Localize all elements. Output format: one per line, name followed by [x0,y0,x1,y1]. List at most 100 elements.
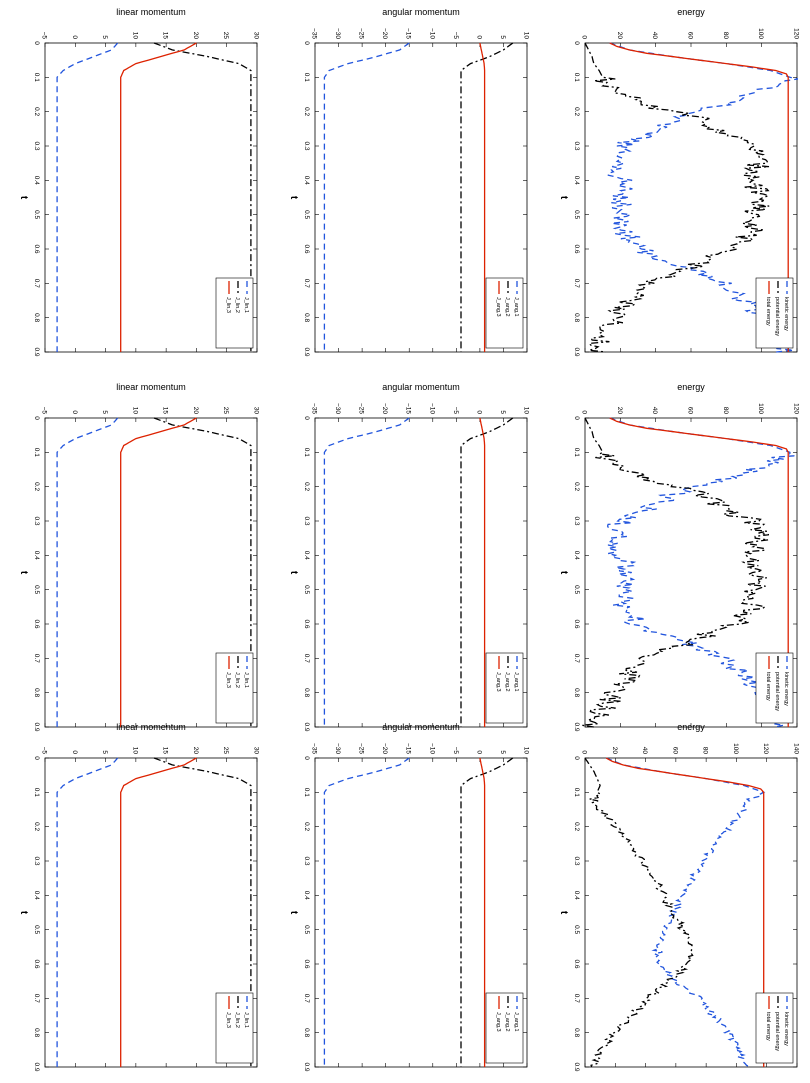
legend-entry: total energy [765,297,771,326]
legend-entry: J_ang,2 [504,672,510,692]
y-tick-label: 80 [722,407,729,415]
legend-entry: J_ang,1 [513,1012,519,1032]
y-tick-label: 40 [641,747,648,755]
x-tick-label: 0.2 [303,822,310,831]
y-tick-label: 10 [523,407,530,415]
x-tick-label: 0.7 [573,994,580,1003]
x-axis-label: t [288,196,299,200]
x-tick-label: 0.2 [573,482,580,491]
legend-box [755,992,794,1064]
x-tick-label: 0.3 [33,141,40,150]
series-line-2 [479,42,486,352]
x-tick-label: 0.1 [573,73,580,82]
x-tick-label: 0.8 [573,688,580,697]
y-tick-label: 0 [581,35,588,39]
y-tick-label: 5 [499,35,506,39]
y-axis-label: energy [677,722,705,732]
x-tick-label: 0.8 [33,1028,40,1037]
x-axis-label: t [558,571,569,575]
x-tick-label: 0.3 [33,856,40,865]
legend-box [485,992,524,1064]
series-line-2 [120,417,197,727]
y-tick-label: 10 [131,747,138,755]
legend-entry: J_lin,3 [225,672,231,688]
x-tick-label: 0.5 [303,585,310,594]
x-tick-label: 0 [573,756,580,760]
series-line-1 [460,42,514,352]
legend-entry: J_lin,1 [243,1012,249,1028]
legend-entry: J_ang,2 [504,1012,510,1032]
y-axis-label: energy [677,7,705,17]
y-tick-label: 120 [762,743,769,754]
y-tick-label: −15 [405,743,412,754]
x-tick-label: 0 [303,41,310,45]
x-axis-label: t [18,911,29,915]
series-line-0 [56,42,119,352]
plot-frame [44,42,258,353]
legend-box [215,277,254,349]
y-tick-label: −30 [334,743,341,754]
panel-energy-2: 0 0.1 0.2 0.3 0.4 0.5 0.6 0.7 0.8 0.9 0 20 40 60 80 100… [558,382,800,732]
x-tick-label: 0.6 [303,959,310,968]
legend: J_ang,1J_ang,2J_ang,3 [485,277,524,349]
y-axis-label: energy [677,382,705,392]
legend: J_lin,1J_lin,2J_lin,3 [215,992,254,1064]
y-tick-label: 60 [671,747,678,755]
series-line-0 [323,757,410,1067]
series-line-0 [607,42,799,353]
x-tick-label: 0.1 [33,788,40,797]
x-tick-label: 0.9 [303,1062,310,1071]
y-tick-label: 0 [71,35,78,39]
y-tick-label: 40 [651,407,658,415]
y-tick-label: 100 [757,403,764,414]
y-tick-label: 20 [616,407,623,415]
legend-box [485,652,524,724]
legend: J_lin,1J_lin,2J_lin,3 [215,652,254,724]
x-axis-label: t [558,196,569,200]
y-tick-label: 0 [475,750,482,754]
x-tick-label: 0 [303,416,310,420]
x-tick-label: 0.8 [573,1028,580,1037]
y-tick-label: 0 [475,410,482,414]
x-tick-label: 0 [303,756,310,760]
panel-linear-1: 00.10.20.30.40.50.60.70.80.9−5 0 5 10 15 20 25… [18,7,260,357]
x-tick-label: 0.2 [303,482,310,491]
y-tick-label: −20 [381,743,388,754]
x-tick-label: 0.2 [573,822,580,831]
legend-box [215,992,254,1064]
y-tick-label: 30 [253,407,260,415]
series-line-2 [479,757,486,1067]
x-tick-label: 0.3 [33,516,40,525]
x-tick-label: 0.1 [303,448,310,457]
legend-box [215,652,254,724]
x-tick-label: 0.2 [303,107,310,116]
x-tick-label: 0.7 [573,279,580,288]
x-tick-label: 0.7 [303,994,310,1003]
x-tick-label: 0.1 [33,73,40,82]
series-line-1 [584,757,694,1068]
x-tick-label: 0.7 [573,654,580,663]
legend-entry: total energy [765,672,771,701]
legend-entry: J_lin,3 [225,297,231,313]
x-tick-label: 0.5 [303,925,310,934]
x-tick-label: 0.5 [573,925,580,934]
legend-entry: J_ang,3 [495,297,501,317]
x-tick-label: 0.9 [303,347,310,356]
y-tick-label: −5 [41,407,48,415]
y-tick-label: −20 [381,28,388,39]
y-tick-label: 0 [581,410,588,414]
y-tick-label: 5 [499,750,506,754]
y-tick-label: 15 [162,32,169,40]
x-tick-label: 0.3 [303,856,310,865]
panel-energy-1: 0 0.1 0.2 0.3 0.4 0.5 0.6 0.7 0.8 0.9 0 20 40 60 80 100… [558,7,800,357]
x-tick-label: 0.9 [33,722,40,731]
y-tick-label: 0 [581,750,588,754]
y-tick-label: 20 [192,32,199,40]
y-axis-label: angular momentum [382,382,460,392]
legend-box [485,277,524,349]
y-tick-label: 0 [71,750,78,754]
y-tick-label: −30 [334,403,341,414]
legend-entry: potential energy [774,1012,780,1051]
y-tick-label: 100 [732,743,739,754]
